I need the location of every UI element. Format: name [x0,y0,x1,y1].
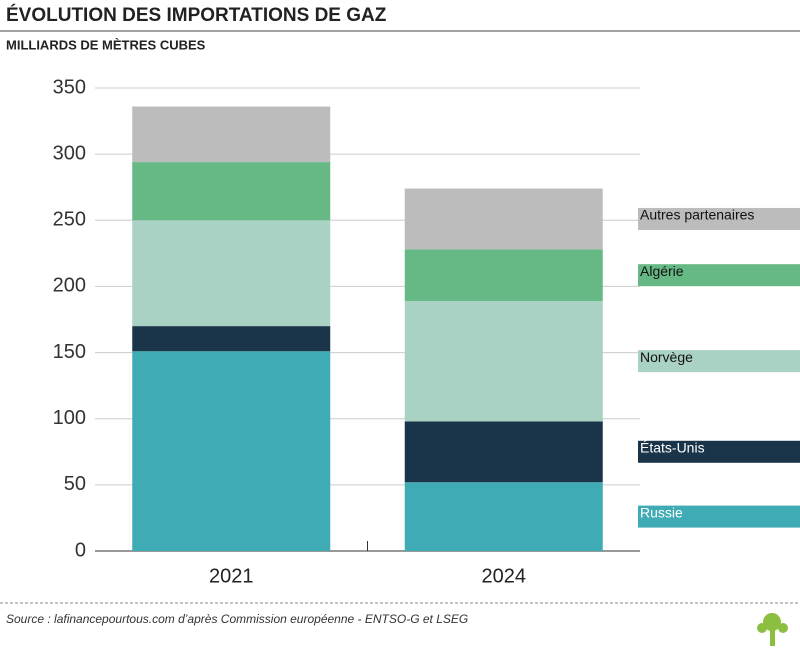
source: Source : lafinancepourtous.com d’après C… [6,612,468,626]
bar-segment [132,220,331,327]
legend-swatch [638,350,800,373]
x-tick-label: 2021 [209,565,254,587]
y-tick-label: 250 [53,209,86,231]
y-tick-label: 150 [53,341,86,363]
legend-label: Russie [640,504,683,520]
y-tick-label: 100 [53,407,86,429]
legend-label: Norvège [640,349,693,365]
y-tick-label: 300 [53,142,86,164]
y-tick-label: 350 [53,76,86,98]
chart-title: ÉVOLUTION DES IMPORTATIONS DE GAZ [6,4,387,26]
chart-subtitle: MILLIARDS DE MÈTRES CUBES [6,37,206,52]
bar-segment [404,300,603,422]
bar-segment [404,482,603,551]
legend-label: États-Unis [640,439,705,455]
bar-segment [404,188,603,250]
y-tick-label: 50 [64,473,86,495]
bar-segment [132,351,331,551]
bar-segment [132,106,331,163]
legend-label: Autres partenaires [640,207,754,223]
legend-swatch [638,440,800,463]
legend-swatch [638,207,800,230]
legend-swatch [638,505,800,528]
x-tick-label: 2024 [482,565,527,587]
bar-segment [132,326,331,352]
bar-segment [404,249,603,301]
y-tick-label: 200 [53,275,86,297]
bar-segment [132,162,331,221]
y-tick-label: 0 [75,539,86,561]
bar-segment [404,421,603,483]
legend-label: Algérie [640,263,684,279]
legend-swatch [638,264,800,287]
logo [757,613,788,646]
